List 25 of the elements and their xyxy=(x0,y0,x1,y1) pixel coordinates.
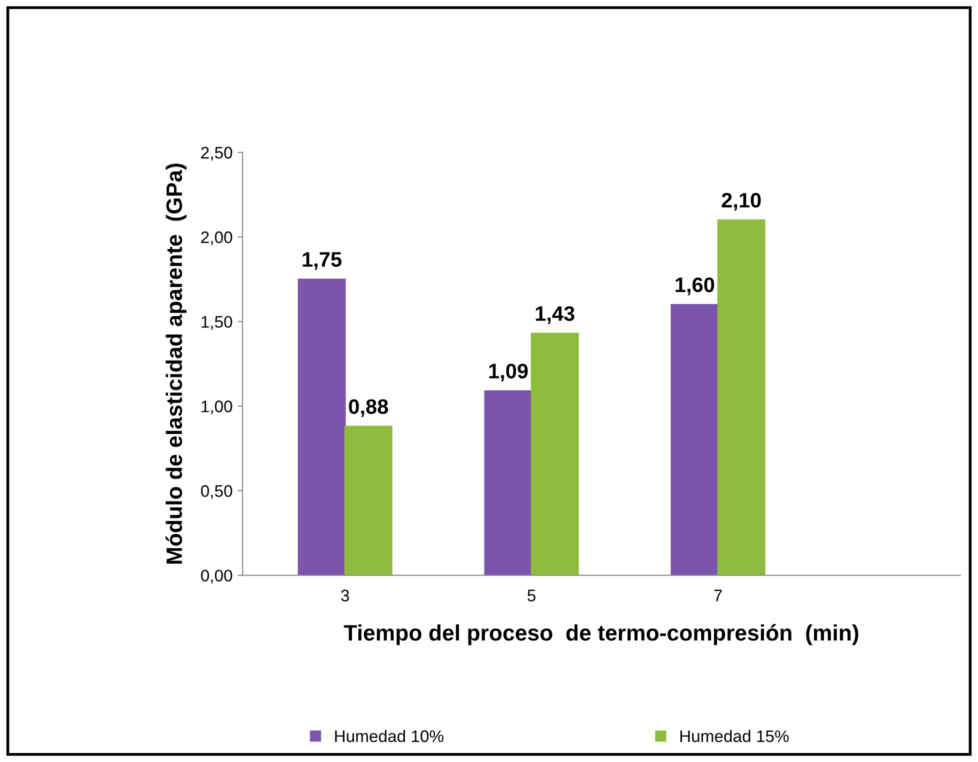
bar xyxy=(298,278,346,576)
y-tick-label: 2,00 xyxy=(201,231,232,246)
y-axis-title: Módulo de elasticidad aparente (GPa) xyxy=(166,164,186,564)
y-tick-label: 0,50 xyxy=(201,485,232,499)
x-tick-label: 5 xyxy=(528,590,536,602)
data-label: 0,88 xyxy=(348,399,388,418)
x-tick-label: 7 xyxy=(714,590,722,602)
x-tick-label: 3 xyxy=(341,590,349,602)
data-label: 2,10 xyxy=(722,192,761,211)
y-tick-label: 0,00 xyxy=(201,570,232,584)
legend-label: Humedad 15% xyxy=(680,730,789,742)
y-tick-label: 2,50 xyxy=(201,146,232,161)
bar xyxy=(484,390,532,576)
data-label: 1,60 xyxy=(676,277,714,296)
data-label: 1,75 xyxy=(302,252,342,270)
data-label: 1,09 xyxy=(489,364,528,382)
x-axis-title: Tiempo del proceso de termo-compresión (min) xyxy=(344,624,858,646)
bar xyxy=(344,426,392,576)
y-tick-label: 1,50 xyxy=(202,316,232,330)
legend-label: Humedad 10% xyxy=(335,730,444,742)
bar xyxy=(670,304,719,576)
bar xyxy=(717,219,766,576)
y-tick-label: 1,00 xyxy=(202,400,232,414)
bar xyxy=(530,332,579,576)
data-label: 1,43 xyxy=(536,306,574,324)
